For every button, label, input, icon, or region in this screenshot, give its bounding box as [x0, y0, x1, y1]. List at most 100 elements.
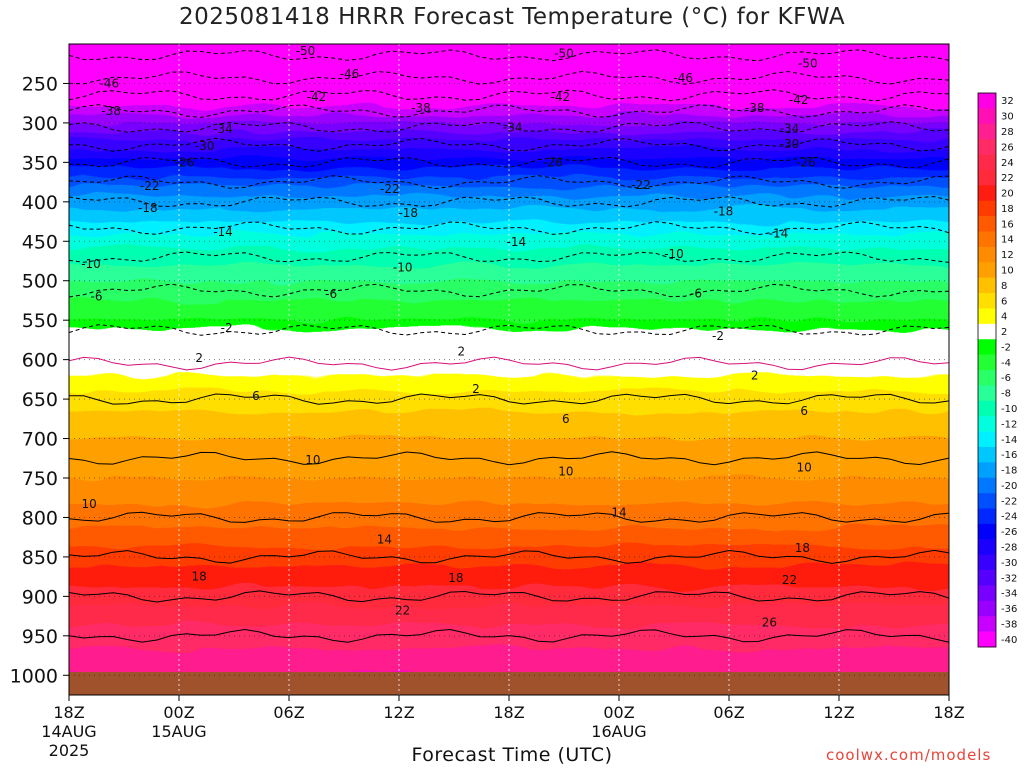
- colorbar-label: -8: [1001, 389, 1011, 400]
- temperature-band: [69, 236, 949, 240]
- contour-label: -2: [221, 321, 233, 335]
- colorbar-label: 8: [1001, 281, 1007, 292]
- colorbar-label: -18: [1001, 466, 1017, 477]
- temperature-band: [69, 141, 949, 145]
- colorbar-label: 32: [1001, 96, 1014, 107]
- colorbar-swatch: [978, 139, 996, 155]
- colorbar-swatch: [978, 231, 996, 248]
- temperature-band: [69, 182, 949, 186]
- temperature-band: [69, 440, 949, 444]
- temperature-band: [69, 340, 949, 344]
- colorbar-swatch: [978, 108, 996, 125]
- contour-label: -46: [100, 76, 120, 90]
- contour-line: [69, 628, 949, 643]
- temperature-band: [69, 390, 949, 394]
- temperature-band: [69, 560, 949, 564]
- colorbar-label: 20: [1001, 189, 1014, 200]
- contour-label: -34: [503, 121, 523, 135]
- temperature-band: [69, 425, 949, 429]
- colorbar-swatch: [978, 631, 996, 648]
- temperature-band: [69, 487, 949, 491]
- temperature-band: [69, 264, 949, 268]
- colorbar-label: -40: [1001, 635, 1017, 646]
- colorbar-swatch: [978, 216, 996, 232]
- x-tick-label: 18Z: [933, 703, 964, 722]
- colorbar-label: -32: [1001, 573, 1017, 584]
- temperature-band: [69, 435, 949, 439]
- colorbar-swatch: [978, 354, 996, 371]
- temperature-band: [69, 546, 949, 550]
- contour-label: 6: [800, 404, 808, 418]
- temperature-band: [69, 191, 949, 195]
- colorbar-frame: [977, 92, 997, 648]
- temperature-band: [69, 51, 949, 55]
- contour-label: -50: [798, 57, 818, 71]
- temperature-band: [69, 49, 949, 53]
- temperature-band: [69, 641, 949, 645]
- temperature-band: [69, 511, 949, 515]
- temperature-band: [69, 551, 949, 555]
- temperature-band: [69, 520, 949, 524]
- colorbar-label: -24: [1001, 512, 1017, 523]
- contour-label: -18: [138, 201, 158, 215]
- contour-line: [69, 137, 949, 152]
- temperature-band: [69, 610, 949, 614]
- y-tick-label: 650: [22, 389, 58, 411]
- temperature-band: [69, 151, 949, 155]
- contour-label: 2: [195, 351, 203, 365]
- temperature-band: [69, 605, 949, 609]
- temperature-band: [69, 179, 949, 183]
- temperature-band: [69, 665, 949, 668]
- temperature-band: [69, 205, 949, 209]
- temperature-band: [69, 125, 949, 129]
- colorbar-label: 12: [1001, 250, 1014, 261]
- x-tick-label: 15AUG: [151, 722, 206, 741]
- temperature-band: [69, 300, 949, 304]
- temperature-band: [69, 80, 949, 84]
- temperature-band: [69, 451, 949, 455]
- colorbar-label: -30: [1001, 558, 1017, 569]
- temperature-band: [69, 494, 949, 498]
- temperature-band: [69, 201, 949, 204]
- y-tick-label: 1000: [10, 665, 58, 687]
- contour-line: [69, 283, 949, 298]
- temperature-band: [69, 89, 949, 93]
- temperature-band: [69, 449, 949, 453]
- colorbar-swatch: [978, 616, 996, 632]
- contour-label: -42: [789, 93, 809, 107]
- temperature-band: [69, 85, 949, 88]
- temperature-band: [69, 276, 949, 280]
- contour-line: [69, 104, 949, 118]
- contour-label: -6: [325, 287, 337, 301]
- colorbar-label: -14: [1001, 435, 1017, 446]
- y-tick-label: 700: [22, 429, 58, 451]
- temperature-band: [69, 354, 949, 358]
- colorbar-swatch: [978, 585, 996, 602]
- contour-label: 18: [448, 571, 463, 585]
- contour-label: -14: [769, 226, 789, 240]
- temperature-band: [69, 579, 949, 583]
- contour-label: -18: [714, 204, 734, 218]
- temperature-band: [69, 326, 949, 330]
- temperature-band: [69, 622, 949, 626]
- y-axis: 250 300 350 400 450 500 550 600 650 700 750 800 850 9…: [10, 73, 69, 687]
- temperature-band: [69, 575, 949, 579]
- temperature-band: [69, 565, 949, 569]
- contour-label: 22: [395, 604, 410, 618]
- temperature-band: [69, 170, 949, 174]
- temperature-band: [69, 196, 949, 200]
- x-axis-label: Forecast Time (UTC): [411, 744, 613, 766]
- contour-label: -50: [554, 46, 574, 60]
- temperature-band: [69, 646, 949, 650]
- contour-label: -30: [195, 139, 215, 153]
- temperature-band: [69, 227, 949, 231]
- contour-line: [69, 393, 949, 405]
- colorbar-label: 2: [1001, 327, 1007, 338]
- colorbar-swatch: [978, 154, 996, 171]
- colorbar-label: -16: [1001, 450, 1017, 461]
- contour-label: 2: [472, 382, 480, 396]
- temperature-band: [69, 447, 949, 451]
- contour-label: -42: [551, 90, 571, 104]
- contour-label: -26: [175, 155, 195, 169]
